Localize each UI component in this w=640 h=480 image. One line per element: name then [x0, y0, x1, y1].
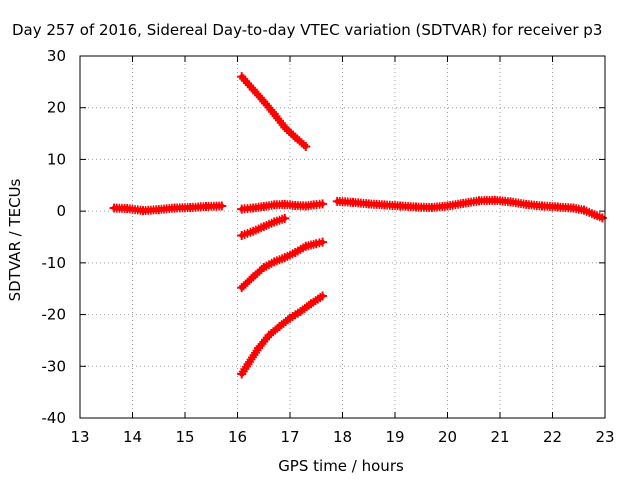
marker-cluster — [188, 202, 208, 212]
marker-cluster — [335, 197, 355, 207]
marker-cluster — [272, 200, 287, 210]
series-7 — [237, 291, 328, 379]
y-tick-label: 20 — [47, 99, 66, 117]
series-1 — [109, 201, 227, 216]
marker-cluster — [429, 201, 450, 212]
y-tick-label: 30 — [47, 47, 66, 65]
y-tick-labels: 30 20 10 0 -10 -20 -30 -40 — [42, 47, 67, 427]
marker-cluster — [282, 200, 298, 210]
y-tick-label: -10 — [42, 254, 67, 272]
series-5 — [237, 213, 290, 240]
marker-cluster — [492, 196, 513, 207]
data-series — [109, 72, 607, 379]
marker-cluster — [272, 214, 287, 226]
chart-title: Day 257 of 2016, Sidereal Day-to-day VTE… — [12, 21, 602, 39]
marker-cluster — [303, 200, 316, 211]
marker-cluster — [271, 111, 288, 130]
marker-cluster — [239, 274, 256, 291]
x-tick-label: 19 — [385, 428, 404, 446]
marker-cluster — [555, 202, 576, 213]
marker-cluster — [308, 293, 325, 307]
marker-cluster — [125, 204, 145, 215]
y-tick-label: 10 — [47, 150, 66, 168]
x-tick-label: 14 — [123, 428, 142, 446]
marker-cluster — [112, 203, 130, 213]
x-tick-label: 22 — [543, 428, 562, 446]
marker-cluster — [508, 197, 529, 209]
marker-cluster — [461, 196, 481, 208]
marker-cluster — [272, 254, 287, 266]
marker-cluster — [261, 258, 277, 271]
marker-cluster — [156, 203, 177, 214]
marker-cluster — [250, 264, 267, 280]
y-tick-label: -30 — [42, 357, 67, 375]
marker-cluster — [240, 203, 255, 214]
marker-cluster — [238, 362, 251, 377]
marker-cluster — [298, 300, 314, 315]
marker-cluster — [282, 124, 298, 140]
marker-cluster — [293, 201, 308, 211]
x-tick-label: 16 — [228, 428, 247, 446]
y-tick-label: -20 — [42, 306, 67, 324]
marker-cluster — [251, 223, 266, 235]
x-tick-label: 20 — [438, 428, 457, 446]
grid — [80, 56, 605, 418]
marker-cluster — [592, 211, 605, 222]
marker-cluster — [288, 308, 303, 321]
series-6 — [237, 237, 328, 293]
marker-cluster — [524, 200, 544, 211]
marker-cluster — [255, 332, 272, 351]
marker-cluster — [312, 199, 325, 210]
x-tick-labels: 13 14 15 16 17 18 19 20 21 22 23 — [70, 428, 614, 446]
marker-cluster — [293, 243, 308, 256]
x-tick-label: 18 — [333, 428, 352, 446]
marker-cluster — [398, 201, 418, 212]
marker-cluster — [282, 249, 298, 261]
marker-cluster — [261, 99, 277, 117]
series-2 — [237, 199, 328, 214]
marker-cluster — [261, 200, 277, 211]
y-axis-label: SDTVAR / TECUs — [6, 178, 24, 301]
marker-cluster — [141, 205, 161, 215]
marker-cluster — [261, 218, 277, 230]
marker-cluster — [582, 206, 597, 219]
marker-cluster — [277, 315, 293, 330]
x-tick-label: 17 — [280, 428, 299, 446]
marker-cluster — [303, 239, 319, 251]
marker-cluster — [414, 202, 434, 212]
marker-cluster — [239, 74, 256, 92]
series-3 — [332, 195, 607, 223]
marker-cluster — [366, 199, 387, 210]
y-tick-label: 0 — [56, 202, 66, 220]
marker-cluster — [351, 198, 371, 209]
marker-cluster — [266, 323, 282, 338]
marker-cluster — [245, 346, 262, 367]
x-tick-label: 21 — [490, 428, 509, 446]
marker-cluster — [445, 199, 466, 210]
marker-cluster — [251, 202, 266, 213]
marker-cluster — [540, 201, 560, 212]
x-tick-label: 23 — [595, 428, 614, 446]
marker-cluster — [240, 227, 255, 239]
x-tick-label: 13 — [70, 428, 89, 446]
marker-cluster — [571, 204, 586, 215]
x-tick-label: 15 — [175, 428, 194, 446]
marker-cluster — [382, 200, 403, 211]
axis-ticks — [79, 55, 606, 419]
marker-cluster — [250, 87, 267, 104]
marker-cluster — [172, 203, 193, 213]
marker-cluster — [477, 195, 497, 206]
x-axis-label: GPS time / hours — [278, 457, 404, 475]
y-tick-label: -40 — [42, 409, 67, 427]
marker-cluster — [292, 134, 309, 150]
series-4 — [237, 72, 311, 151]
marker-cluster — [314, 238, 324, 248]
marker-cluster — [204, 201, 224, 211]
